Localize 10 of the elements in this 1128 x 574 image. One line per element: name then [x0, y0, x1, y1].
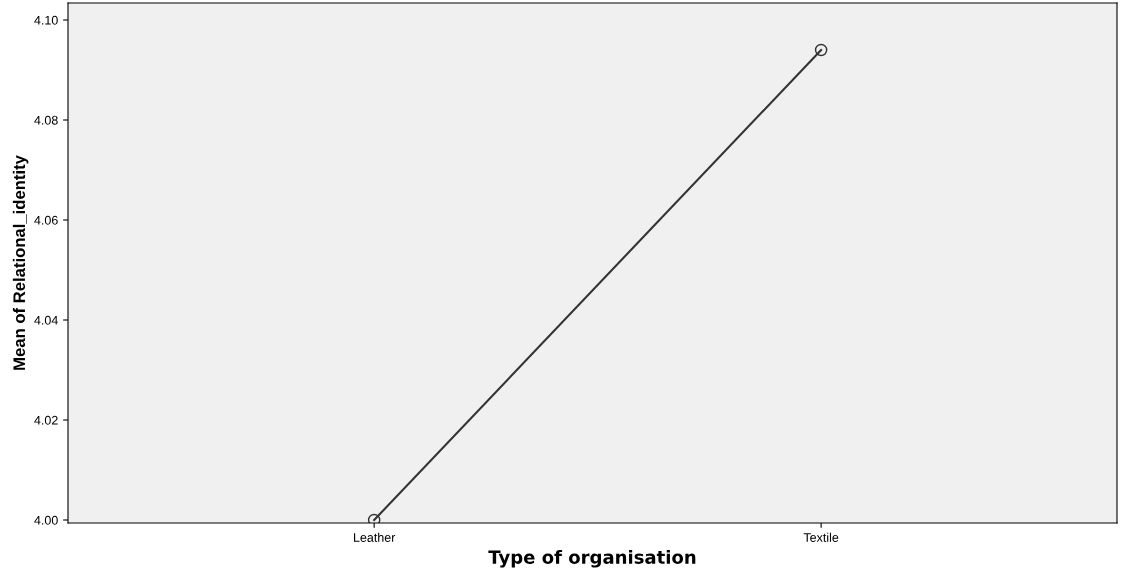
x-tick-label: Textile	[803, 532, 839, 542]
x-tick-label: Leather	[353, 532, 396, 542]
y-tick-label: 4.08	[34, 115, 58, 125]
y-tick-label: 4.00	[34, 515, 58, 525]
x-axis-title: Type of organisation	[488, 549, 696, 568]
y-tick-label: 4.06	[34, 215, 58, 225]
y-tick-label: 4.10	[34, 15, 58, 25]
y-tick-label: 4.02	[34, 415, 58, 425]
y-tick-label: 4.04	[34, 315, 58, 325]
y-axis-title: Mean of Relational_identity	[12, 155, 29, 370]
